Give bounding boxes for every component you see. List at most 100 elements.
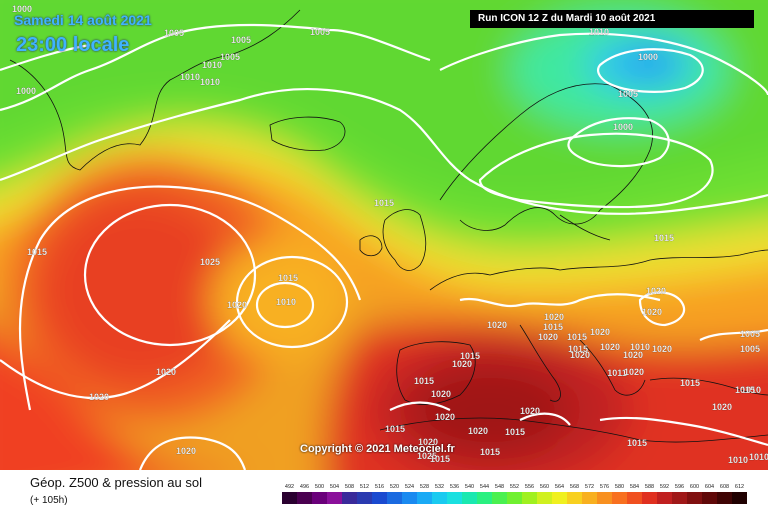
isobar-label: 1020 [590, 327, 610, 337]
legend-tick-label: 608 [720, 484, 729, 490]
map-title: Géop. Z500 & pression au sol [30, 475, 202, 490]
isobar-label: 1015 [567, 332, 587, 342]
isobar-label: 1020 [176, 446, 196, 456]
legend-swatch [597, 492, 612, 504]
legend-swatch [387, 492, 402, 504]
map-footer: Géop. Z500 & pression au sol (+ 105h) [0, 470, 768, 512]
legend-tick-label: 500 [315, 484, 324, 490]
isobar-label: 1000 [16, 86, 36, 96]
isobar-label: 1005 [618, 89, 638, 99]
forecast-lead-time: (+ 105h) [30, 495, 68, 506]
legend-swatch [282, 492, 297, 504]
legend-tick-label: 532 [435, 484, 444, 490]
isobar-label: 1020 [431, 389, 451, 399]
isobar-label: 1005 [220, 52, 240, 62]
isobar-label: 1015 [480, 447, 500, 457]
isobar-label: 1020 [544, 312, 564, 322]
isobar-label: 1010 [749, 452, 768, 462]
isobar-label: 1005 [310, 27, 330, 37]
legend-swatch [672, 492, 687, 504]
legend-tick-label: 592 [660, 484, 669, 490]
legend-swatch [582, 492, 597, 504]
isobar-label: 1015 [278, 273, 298, 283]
legend-tick-label: 504 [330, 484, 339, 490]
isobar-label: 1005 [740, 344, 760, 354]
legend-tick-label: 584 [630, 484, 639, 490]
legend-tick-label: 596 [675, 484, 684, 490]
legend-tick-label: 508 [345, 484, 354, 490]
legend-tick-label: 492 [285, 484, 294, 490]
isobar-label: 1020 [570, 350, 590, 360]
isobar-label: 1020 [435, 412, 455, 422]
color-scale-legend: 492 496 500 504 508 512 516 520 524 528 532 536 540 5… [282, 484, 747, 504]
isobar-label: 1000 [12, 4, 32, 14]
legend-tick-label: 544 [480, 484, 489, 490]
legend-swatch [312, 492, 327, 504]
legend-swatch [327, 492, 342, 504]
isobar-label: 1020 [600, 342, 620, 352]
legend-swatch [612, 492, 627, 504]
legend-swatch [462, 492, 477, 504]
coastlines [9, 9, 768, 443]
geopotential-field [0, 0, 768, 470]
legend-swatch [627, 492, 642, 504]
isobar-label: 1015 [430, 454, 450, 464]
legend-tick-label: 512 [360, 484, 369, 490]
isobar-label: 1020 [712, 402, 732, 412]
legend-tick-label: 520 [390, 484, 399, 490]
legend-swatch [732, 492, 747, 504]
isobar-label: 1011 [607, 368, 627, 378]
isobar-label: 1015 [374, 198, 394, 208]
legend-tick-label: 568 [570, 484, 579, 490]
legend-tick-label: 560 [540, 484, 549, 490]
legend-tick-label: 604 [705, 484, 714, 490]
legend-tick-label: 552 [510, 484, 519, 490]
legend-tick-label: 516 [375, 484, 384, 490]
legend-tick-label: 536 [450, 484, 459, 490]
isobar-label: 1020 [452, 359, 472, 369]
legend-swatch [702, 492, 717, 504]
isobar-label: 1015 [627, 438, 647, 448]
isobar-label: 1010 [276, 297, 296, 307]
isobar-label: 1020 [227, 300, 247, 310]
forecast-date: Samedi 14 août 2021 [14, 12, 152, 28]
isobar-label: 1020 [652, 344, 672, 354]
legend-tick-label: 524 [405, 484, 414, 490]
legend-swatch [372, 492, 387, 504]
model-run-info: Run ICON 12 Z du Mardi 10 août 2021 [470, 10, 754, 28]
legend-swatch [492, 492, 507, 504]
legend-tick-label: 556 [525, 484, 534, 490]
legend-swatch [537, 492, 552, 504]
isobar-label: 1020 [624, 367, 644, 377]
legend-tick-label: 540 [465, 484, 474, 490]
legend-tick-label: 496 [300, 484, 309, 490]
isobar-label: 1020 [89, 392, 109, 402]
isobar-label: 1000 [613, 122, 633, 132]
legend-swatch [477, 492, 492, 504]
isobar-label: 1015 [543, 322, 563, 332]
legend-tick-label: 576 [600, 484, 609, 490]
isobar-label: 1015 [27, 247, 47, 257]
legend-tick-label: 564 [555, 484, 564, 490]
legend-swatch [297, 492, 312, 504]
copyright-notice: Copyright © 2021 Meteociel.fr [300, 443, 455, 455]
isobar-label: 1010 [741, 385, 761, 395]
isobar-label: 1020 [487, 320, 507, 330]
legend-swatch [642, 492, 657, 504]
isobar-label: 1015 [568, 344, 588, 354]
legend-swatch [522, 492, 537, 504]
isobar-label: 1010 [589, 27, 609, 37]
isobar-label: 1010 [200, 77, 220, 87]
legend-swatch [687, 492, 702, 504]
legend-tick-label: 612 [735, 484, 744, 490]
legend-swatch [432, 492, 447, 504]
isobar-label: 1010 [630, 342, 650, 352]
isobar-label: 1005 [231, 35, 251, 45]
legend-tick-label: 528 [420, 484, 429, 490]
isobar-label: 1010 [202, 60, 222, 70]
isobar-label: 1010 [728, 455, 748, 465]
isobar-label: 1000 [638, 52, 658, 62]
isobars [0, 23, 768, 470]
